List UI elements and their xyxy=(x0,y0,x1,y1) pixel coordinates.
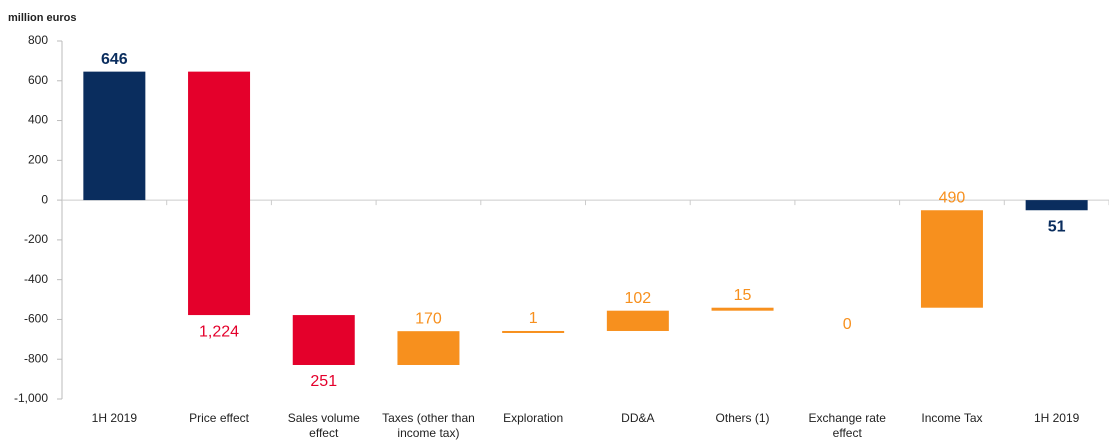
x-tick-label: Price effect xyxy=(189,411,249,425)
bar xyxy=(292,315,355,365)
data-label: 1 xyxy=(529,310,538,327)
data-label: 0 xyxy=(843,316,852,333)
data-label: 15 xyxy=(734,287,752,304)
data-label: 646 xyxy=(101,51,128,68)
y-tick-label: 400 xyxy=(28,113,48,127)
y-tick-label: -1,000 xyxy=(14,391,48,405)
x-tick-label: Exchange rate effect xyxy=(808,411,886,440)
y-tick-label: -200 xyxy=(24,232,48,246)
x-tick-label: Taxes (other than income tax) xyxy=(382,411,475,440)
bar xyxy=(711,307,774,311)
data-label: 1,224 xyxy=(199,323,239,340)
data-label: 490 xyxy=(939,189,966,206)
bar xyxy=(502,330,565,333)
x-tick-label: Income Tax xyxy=(921,411,983,425)
bar xyxy=(397,331,460,365)
bar xyxy=(83,71,146,201)
bar xyxy=(188,71,251,316)
y-tick-label: -600 xyxy=(24,312,48,326)
data-label: 251 xyxy=(310,373,337,390)
x-tick-label: Sales volume effect xyxy=(287,411,360,440)
x-tick-label: Exploration xyxy=(503,411,564,425)
y-tick-label: 600 xyxy=(28,73,48,87)
bar xyxy=(606,310,669,331)
y-tick-label: -400 xyxy=(24,272,48,286)
x-tick-label: DD&A xyxy=(621,411,655,425)
y-tick-label: 200 xyxy=(28,153,48,167)
axis-title: million euros xyxy=(8,12,76,24)
x-tick-label: 1H 2019 xyxy=(1033,411,1080,425)
data-label: 102 xyxy=(624,290,651,307)
bar xyxy=(1025,200,1088,211)
x-tick-label: Others (1) xyxy=(715,411,770,425)
data-label: 51 xyxy=(1048,218,1066,235)
y-tick-label: 0 xyxy=(41,192,48,206)
data-label: 170 xyxy=(415,310,442,327)
x-tick-label: 1H 2019 xyxy=(91,411,138,425)
bar xyxy=(920,210,983,308)
y-tick-label: 800 xyxy=(28,33,48,47)
y-tick-label: -800 xyxy=(24,351,48,365)
